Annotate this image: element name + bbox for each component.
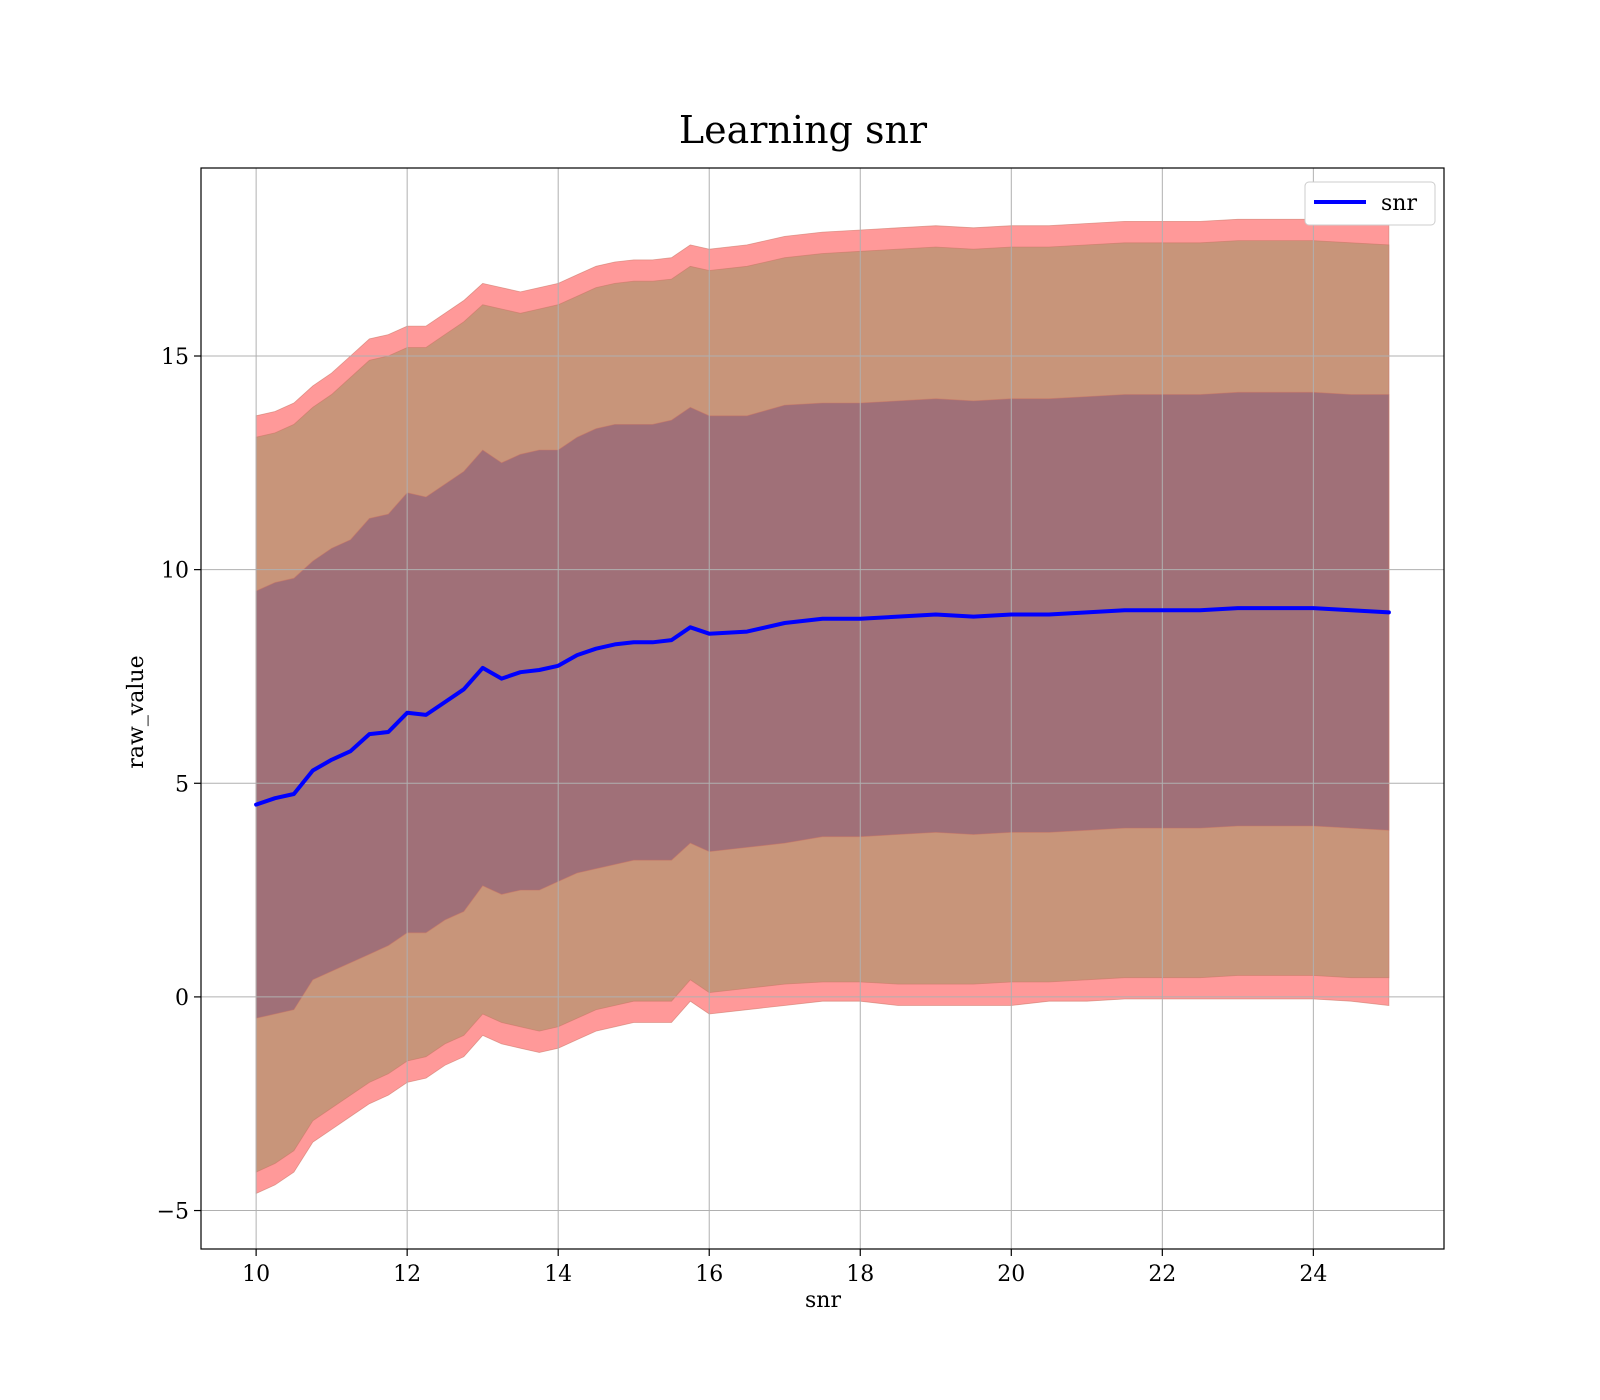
x-tick-label: 12 [393,1262,421,1287]
x-tick-label: 22 [1148,1262,1176,1287]
x-tick-label: 14 [544,1262,572,1287]
y-tick-label: −5 [157,1200,189,1225]
x-tick-label: 24 [1299,1262,1327,1287]
series-lines [254,606,1391,807]
plot-frame [200,167,1445,1250]
confidence-bands [255,218,1390,1195]
y-tick-label: 15 [161,345,189,370]
x-axis-ticks: 10 12 14 16 18 20 22 24 [242,1249,1327,1287]
y-axis-label: raw_value [124,655,149,768]
legend-label: snr [1381,191,1417,216]
y-tick-label: 5 [175,772,189,797]
y-axis-ticks: −5 0 5 10 15 [157,345,201,1225]
x-axis-label: snr [805,1288,841,1313]
series-line-snr [254,606,1391,807]
x-tick-label: 20 [997,1262,1025,1287]
x-tick-label: 10 [242,1262,270,1287]
legend-box [1304,181,1436,226]
grid [201,168,1444,1249]
legend: snr [1304,181,1436,226]
x-tick-label: 16 [695,1262,723,1287]
x-tick-label: 18 [846,1262,874,1287]
y-tick-label: 10 [161,559,189,584]
chart-title: Learning snr [679,108,928,152]
y-tick-label: 0 [175,986,189,1011]
band-inner [255,391,1390,1019]
